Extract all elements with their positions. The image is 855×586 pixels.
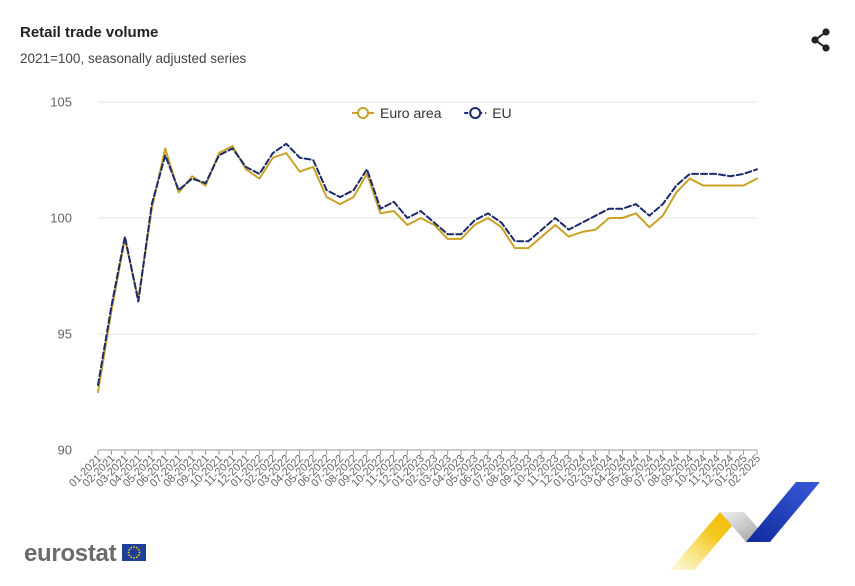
eurostat-logo: eurostat bbox=[24, 540, 117, 567]
legend-marker-euro-area bbox=[357, 107, 369, 119]
decorative-chevron-graphic bbox=[670, 482, 820, 570]
legend-label-eu: EU bbox=[492, 105, 511, 121]
legend-label-euro-area: Euro area bbox=[380, 105, 442, 121]
eu-flag-icon bbox=[122, 544, 146, 561]
y-tick-label: 100 bbox=[50, 211, 72, 226]
y-tick-label: 95 bbox=[58, 327, 72, 342]
series-line-eu bbox=[97, 142, 758, 387]
share-icon[interactable] bbox=[808, 27, 834, 53]
legend-marker-eu bbox=[469, 107, 482, 119]
y-tick-label: 90 bbox=[58, 443, 72, 458]
series-line-euro-area bbox=[97, 145, 758, 393]
chart-title: Retail trade volume bbox=[20, 24, 159, 41]
y-tick-label: 105 bbox=[50, 95, 72, 110]
chart-subtitle: 2021=100, seasonally adjusted series bbox=[20, 51, 247, 66]
